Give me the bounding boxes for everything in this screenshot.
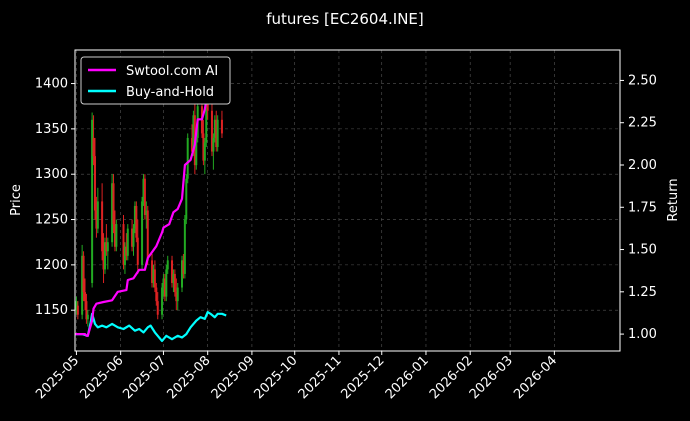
candle-body — [112, 183, 115, 225]
legend-box — [80, 56, 231, 105]
candle-body — [176, 287, 179, 302]
candle-body — [105, 242, 108, 252]
y-axis-label-right: Return — [666, 178, 681, 221]
candle-body — [126, 228, 129, 256]
y-axis-label-left: Price — [9, 184, 24, 216]
candle-body — [83, 292, 86, 302]
candle-body — [186, 137, 189, 179]
y-tick-label: 1200 — [35, 258, 68, 273]
candle-body — [181, 260, 184, 288]
candle-body — [175, 292, 178, 302]
candle-body — [82, 255, 85, 293]
plot-frame — [74, 49, 621, 352]
candle-body — [213, 119, 216, 138]
candle-body — [76, 305, 79, 315]
candle-body — [86, 314, 89, 320]
candle-body — [153, 269, 156, 288]
candle-body — [141, 201, 144, 265]
candle-body — [195, 137, 198, 166]
candle-body — [212, 137, 215, 152]
candle-body — [115, 224, 118, 247]
candle-body — [106, 242, 109, 252]
candle-body — [111, 183, 114, 243]
candle-body — [215, 119, 218, 148]
candle-body — [75, 301, 78, 311]
y-right-tick-label: 1.25 — [628, 285, 657, 300]
grid-lines — [75, 50, 620, 351]
candle-body — [101, 201, 104, 252]
candle-body — [122, 224, 125, 265]
legend-label-ai: Swtool.com AI — [126, 64, 218, 79]
candle-body — [132, 228, 135, 247]
candle-body — [143, 178, 146, 216]
candle-body — [142, 178, 145, 202]
series-line-buy-and-hold — [75, 311, 227, 342]
candle-body — [220, 119, 223, 134]
candle-body — [136, 237, 139, 265]
series-line-ai — [75, 76, 212, 337]
candle-body — [146, 210, 149, 261]
candle-body — [145, 210, 148, 216]
candle-body — [95, 210, 98, 229]
y-tick-label: 1400 — [35, 77, 68, 92]
candle-body — [173, 273, 176, 293]
candle-body — [190, 137, 193, 152]
candle-body — [131, 228, 134, 247]
candle-body — [216, 119, 219, 148]
y-tick-label: 1300 — [35, 167, 68, 182]
candle-body — [103, 242, 106, 270]
candle-body — [163, 278, 166, 297]
y-right-tick-label: 1.50 — [628, 243, 657, 258]
candle-body — [182, 260, 185, 274]
y-tick-label: 1350 — [35, 122, 68, 137]
chart-title: futures [EC2604.INE] — [266, 10, 424, 28]
y-right-tick-label: 1.75 — [628, 200, 657, 215]
candle-body — [151, 260, 154, 284]
candle-body — [123, 246, 126, 265]
candle-body — [183, 219, 186, 274]
y-tick-label: 1250 — [35, 213, 68, 228]
y-tick-label: 1150 — [35, 303, 68, 318]
candle-body — [125, 246, 128, 256]
candle-body — [162, 278, 165, 288]
candle-body — [91, 119, 94, 284]
candle-body — [102, 251, 105, 270]
candle-body — [202, 133, 205, 161]
candle-body — [161, 287, 164, 315]
left-axis-ticks: 1150 1200 1250 1300 1350 1400 — [35, 77, 75, 318]
candle-body — [156, 301, 159, 315]
y-right-tick-label: 2.25 — [628, 116, 657, 131]
y-right-tick-label: 1.00 — [628, 327, 657, 342]
candle-body — [85, 301, 88, 320]
candle-body — [155, 287, 158, 302]
candle-body — [92, 137, 95, 157]
y-right-tick-label: 2.00 — [628, 158, 657, 173]
candle-body — [93, 156, 96, 211]
candle-body — [96, 201, 99, 229]
legend: Swtool.com AI Buy-and-Hold — [80, 56, 231, 105]
candle-body — [210, 110, 213, 152]
return-lines — [75, 76, 227, 342]
candle-body — [133, 205, 136, 229]
candle-body — [172, 273, 175, 284]
candle-body — [203, 142, 206, 161]
candle-body — [165, 269, 168, 297]
candle-body — [185, 178, 188, 220]
candle-body — [152, 269, 155, 284]
candle-body — [166, 260, 169, 270]
legend-label-bh: Buy-and-Hold — [126, 85, 214, 100]
candle-body — [81, 255, 84, 315]
candle-body — [113, 224, 116, 247]
candle-body — [171, 260, 174, 284]
candle-body — [135, 205, 138, 238]
candle-body — [192, 115, 195, 152]
candle-body — [205, 88, 208, 143]
right-axis-ticks: 1.00 1.25 1.50 1.75 2.00 2.25 2.50 — [620, 73, 657, 342]
y-right-tick-label: 2.50 — [628, 73, 657, 88]
